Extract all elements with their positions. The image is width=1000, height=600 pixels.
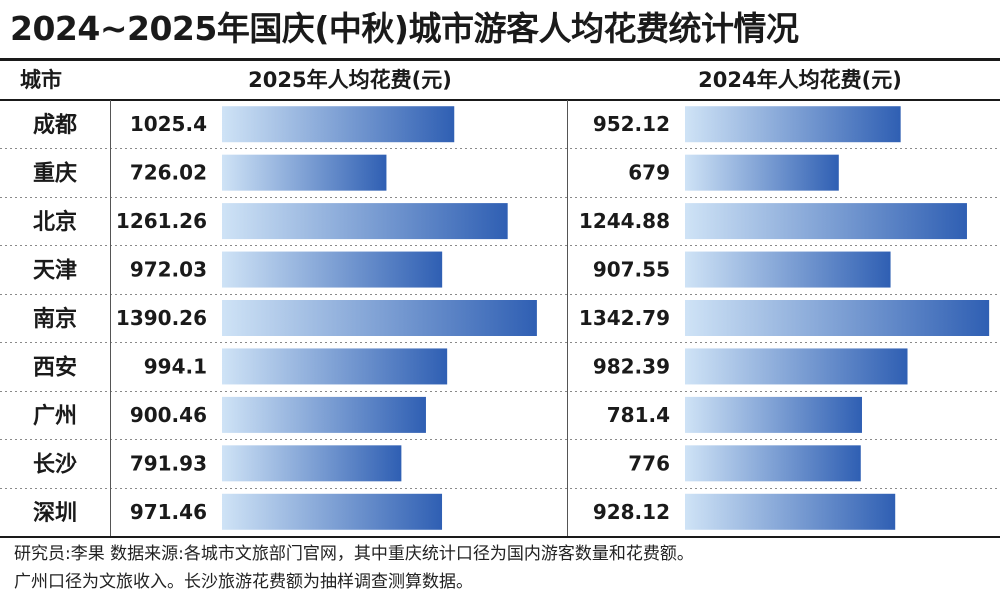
column-divider-city [110, 100, 111, 536]
value-label-2024: 679 [628, 161, 670, 185]
value-label-2025: 1261.26 [116, 209, 207, 233]
bar-2025 [222, 300, 537, 336]
header-2024: 2024年人均花费(元) [698, 68, 902, 92]
bar-2024 [685, 154, 839, 191]
city-label: 深圳 [33, 501, 77, 526]
footnote-line-1: 研究员:李果 数据来源:各城市文旅部门官网，其中重庆统计口径为国内游客数量和花费… [14, 544, 694, 564]
value-label-2024: 928.12 [593, 500, 670, 524]
city-label: 天津 [33, 258, 77, 284]
bar-2025 [222, 203, 508, 240]
bar-2024 [685, 203, 967, 240]
value-label-2025: 972.03 [130, 258, 207, 282]
city-label: 南京 [33, 306, 77, 332]
bar-2024 [685, 493, 896, 530]
bar-2024 [685, 106, 901, 143]
city-label: 长沙 [33, 452, 77, 477]
bar-2024 [685, 396, 862, 433]
value-label-2024: 1244.88 [579, 209, 670, 233]
city-label: 北京 [33, 209, 77, 235]
value-label-2025: 900.46 [130, 403, 207, 427]
value-label-2024: 1342.79 [579, 306, 670, 330]
bar-2024 [685, 251, 891, 288]
header-city: 城市 [20, 68, 62, 92]
bar-2025 [222, 251, 443, 288]
value-label-2025: 1390.26 [116, 306, 207, 330]
value-label-2025: 971.46 [130, 500, 207, 524]
top-rule [0, 58, 1000, 61]
bar-2025 [222, 154, 387, 191]
city-label: 西安 [33, 354, 77, 380]
bar-2025 [222, 445, 402, 482]
bar-2025 [222, 493, 443, 530]
chart-title: 2024~2025年国庆(中秋)城市游客人均花费统计情况 [10, 9, 799, 48]
bar-2025 [222, 396, 426, 433]
city-label: 广州 [33, 403, 77, 429]
column-divider-years [567, 100, 568, 536]
bar-2024 [685, 348, 908, 385]
bar-2024 [685, 445, 861, 482]
value-label-2024: 952.12 [593, 112, 670, 136]
value-label-2025: 1025.4 [130, 112, 207, 136]
city-label: 成都 [33, 113, 77, 138]
footnote-line-2: 广州口径为文旅收入。长沙旅游花费额为抽样调查测算数据。 [14, 572, 473, 592]
bar-2025 [222, 106, 455, 143]
value-label-2024: 982.39 [593, 354, 670, 378]
value-label-2025: 726.02 [130, 161, 207, 185]
value-label-2025: 994.1 [144, 354, 207, 378]
value-label-2024: 776 [628, 451, 670, 475]
value-label-2024: 781.4 [607, 403, 670, 427]
footnote: 研究员:李果 数据来源:各城市文旅部门官网，其中重庆统计口径为国内游客数量和花费… [14, 540, 994, 596]
city-label: 重庆 [33, 161, 77, 187]
bottom-rule [0, 536, 1000, 538]
bar-2025 [222, 348, 448, 385]
header-rule [0, 99, 1000, 101]
header-2025: 2025年人均花费(元) [248, 68, 452, 92]
bar-2024 [685, 300, 990, 336]
value-label-2024: 907.55 [593, 258, 670, 282]
value-label-2025: 791.93 [130, 451, 207, 475]
